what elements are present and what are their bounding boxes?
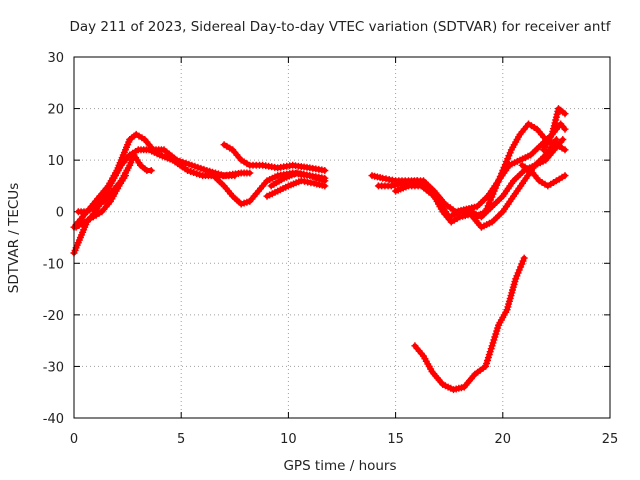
series-markers [263,177,329,200]
plot-frame [73,56,611,419]
x-axis-label: GPS time / hours [283,458,396,474]
y-tick-label: -30 [43,360,64,375]
series-markers [220,141,329,174]
series-line [519,162,568,189]
series-markers [267,169,329,190]
y-tick-label: -10 [43,257,64,272]
chart-title: Day 211 of 2023, Sidereal Day-to-day VTE… [69,19,611,35]
series-track-o [411,254,528,394]
x-tick-label: 20 [495,432,512,447]
series-track-d [72,172,129,231]
y-tick-label: 10 [47,154,64,169]
series-track-g [263,177,329,200]
series-track-e [220,141,329,174]
x-tick-label: 5 [177,432,185,447]
series-track-m [518,161,569,190]
series-markers [540,105,569,154]
x-tick-label: 25 [602,432,619,447]
grid-lines [74,57,610,418]
x-tick-label: 15 [387,432,404,447]
y-tick-label: 0 [56,206,64,221]
y-tick-label: 30 [47,51,64,66]
series-markers [411,254,528,394]
y-tick-label: -20 [43,309,64,324]
x-tick-label: 0 [70,432,78,447]
series-markers [518,161,569,190]
series-track-n [540,105,569,154]
x-tick-label: 10 [280,432,297,447]
y-tick-label: -40 [43,412,64,427]
y-axis-label: SDTVAR / TECUs [6,183,22,293]
y-tick-label: 20 [47,103,64,118]
data-series [70,105,569,394]
series-track-h [267,169,329,190]
series-markers [72,172,129,231]
